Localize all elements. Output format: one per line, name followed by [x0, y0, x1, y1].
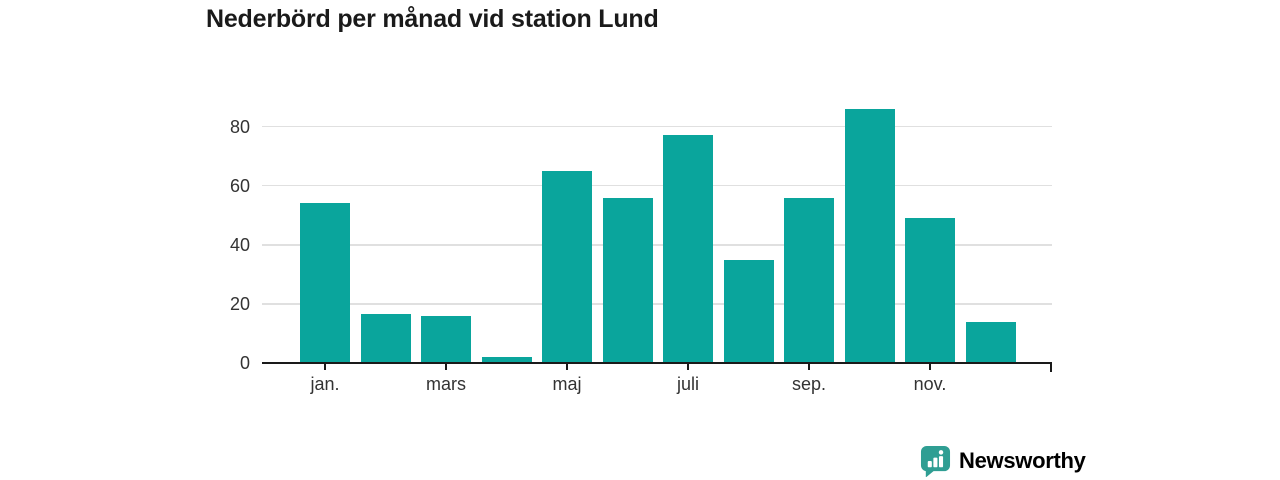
bar [602, 197, 653, 363]
y-tick-label: 0 [239, 353, 250, 373]
bar [844, 108, 895, 363]
x-tick-label: jan. [310, 374, 340, 394]
y-tick-label: 60 [229, 175, 250, 196]
x-tick [324, 364, 326, 370]
bar [300, 203, 350, 363]
x-tick [566, 364, 568, 370]
bar [421, 315, 471, 363]
x-tick [929, 364, 931, 370]
bar [542, 170, 592, 363]
bar [965, 321, 1016, 363]
x-tick [808, 364, 810, 370]
x-tick-label: mars [426, 374, 466, 394]
x-tick-label: sep. [791, 374, 827, 394]
bar [360, 314, 411, 363]
brand-name: Newsworthy [959, 448, 1086, 473]
y-tick-label: 20 [229, 293, 250, 314]
x-tick [445, 364, 447, 370]
gridline [262, 244, 1052, 246]
bar [784, 197, 834, 363]
bar [481, 357, 532, 363]
x-tick-label: nov. [913, 374, 947, 394]
bar [905, 218, 955, 363]
y-tick-label: 80 [229, 116, 250, 137]
x-tick [687, 364, 689, 370]
plot-area: 0 20 40 60 80 jan. mars maj juli sep. nov. [230, 100, 1052, 394]
bar [723, 259, 774, 363]
gridline [262, 184, 1052, 187]
bar [663, 135, 713, 363]
newsworthy-logo: Newsworthy [920, 445, 1086, 477]
x-axis-line [262, 362, 1052, 364]
bar-chart-speech-bubble-icon [920, 445, 951, 477]
x-tick-label: maj [552, 374, 582, 394]
axis-end-tick [1050, 362, 1052, 372]
x-tick-label: juli [676, 374, 699, 394]
gridline [262, 125, 1052, 128]
y-tick-label: 40 [229, 234, 250, 255]
gridline [262, 303, 1052, 305]
chart-title: Nederbörd per månad vid station Lund [206, 5, 659, 33]
